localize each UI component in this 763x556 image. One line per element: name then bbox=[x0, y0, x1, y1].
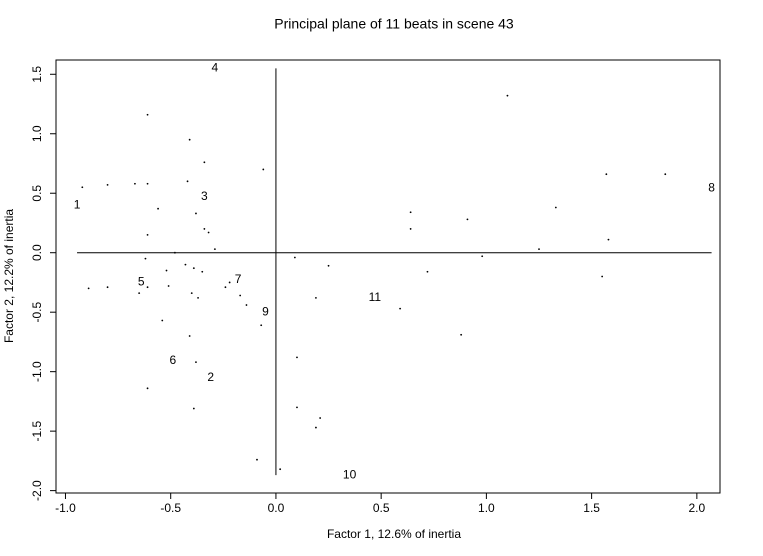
point bbox=[146, 113, 149, 116]
y-tick-label: 0.5 bbox=[30, 185, 44, 202]
x-tick-label: 1.5 bbox=[583, 501, 600, 515]
point bbox=[192, 407, 195, 410]
point-label: 9 bbox=[262, 304, 269, 318]
point bbox=[466, 218, 469, 221]
point bbox=[607, 238, 610, 241]
point bbox=[554, 206, 557, 209]
point bbox=[664, 173, 667, 176]
point-label: 1 bbox=[74, 197, 81, 211]
point bbox=[186, 180, 189, 183]
point-label: 6 bbox=[169, 353, 176, 367]
plot-frame bbox=[55, 59, 721, 494]
point bbox=[409, 211, 412, 214]
x-tick-label: -0.5 bbox=[160, 501, 181, 515]
point bbox=[260, 324, 263, 327]
point bbox=[293, 256, 296, 259]
point bbox=[481, 255, 484, 258]
y-tick-label: 1.0 bbox=[30, 125, 44, 142]
point-label: 7 bbox=[235, 272, 242, 286]
point bbox=[239, 294, 242, 297]
point bbox=[460, 333, 463, 336]
point bbox=[426, 270, 429, 273]
x-tick-label: 1.0 bbox=[478, 501, 495, 515]
point-label: 2 bbox=[207, 370, 214, 384]
x-tick-label: -1.0 bbox=[55, 501, 76, 515]
point bbox=[165, 269, 168, 272]
x-tick-label: 0.0 bbox=[268, 501, 285, 515]
point bbox=[195, 212, 197, 215]
point bbox=[213, 248, 216, 251]
point bbox=[315, 426, 317, 429]
point bbox=[195, 361, 197, 364]
point bbox=[174, 251, 176, 254]
point bbox=[399, 307, 402, 310]
y-tick-label: -2.0 bbox=[30, 480, 44, 501]
y-tick-label: 0.0 bbox=[30, 244, 44, 261]
point bbox=[161, 319, 164, 322]
point bbox=[262, 168, 265, 171]
point-label: 10 bbox=[343, 467, 357, 481]
point bbox=[197, 297, 199, 299]
point bbox=[319, 417, 322, 419]
point bbox=[605, 173, 608, 176]
point bbox=[192, 267, 195, 270]
point bbox=[201, 270, 204, 273]
point bbox=[506, 94, 509, 97]
point-label: 8 bbox=[708, 181, 715, 195]
point bbox=[538, 248, 540, 251]
y-tick-label: -0.5 bbox=[30, 302, 44, 323]
point bbox=[245, 304, 248, 306]
point bbox=[106, 184, 109, 186]
point bbox=[146, 387, 149, 390]
point bbox=[106, 286, 109, 289]
y-tick-label: -1.0 bbox=[30, 361, 44, 382]
point bbox=[144, 257, 147, 260]
point bbox=[146, 286, 149, 289]
y-axis-label: Factor 2, 12.2% of inertia bbox=[2, 209, 16, 343]
point bbox=[81, 186, 84, 189]
point bbox=[224, 286, 227, 289]
point bbox=[228, 281, 231, 284]
chart-title: Principal plane of 11 beats in scene 43 bbox=[274, 16, 514, 32]
point bbox=[203, 228, 206, 230]
point bbox=[601, 275, 604, 278]
point-label: 5 bbox=[138, 275, 145, 289]
point bbox=[190, 292, 193, 295]
x-tick-label: 0.5 bbox=[373, 501, 390, 515]
point bbox=[256, 458, 258, 461]
point bbox=[296, 356, 298, 359]
point bbox=[279, 468, 282, 471]
point bbox=[146, 233, 149, 236]
x-tick-label: 2.0 bbox=[689, 501, 706, 515]
point bbox=[146, 182, 149, 185]
y-tick-label: -1.5 bbox=[30, 420, 44, 441]
point bbox=[409, 228, 412, 230]
point bbox=[184, 263, 187, 266]
point bbox=[157, 207, 159, 210]
point bbox=[167, 285, 170, 287]
point bbox=[134, 182, 136, 185]
point bbox=[188, 335, 191, 337]
point bbox=[138, 292, 141, 295]
x-axis-label: Factor 1, 12.6% of inertia bbox=[327, 527, 461, 541]
point bbox=[296, 406, 298, 409]
point bbox=[207, 231, 210, 234]
point-label: 4 bbox=[212, 60, 219, 74]
point bbox=[327, 264, 330, 267]
point bbox=[188, 138, 191, 141]
point bbox=[203, 161, 206, 164]
y-tick-label: 1.5 bbox=[30, 66, 44, 83]
point bbox=[87, 287, 90, 290]
point-label: 11 bbox=[369, 290, 382, 304]
point-label: 3 bbox=[201, 189, 208, 203]
point bbox=[315, 297, 317, 299]
